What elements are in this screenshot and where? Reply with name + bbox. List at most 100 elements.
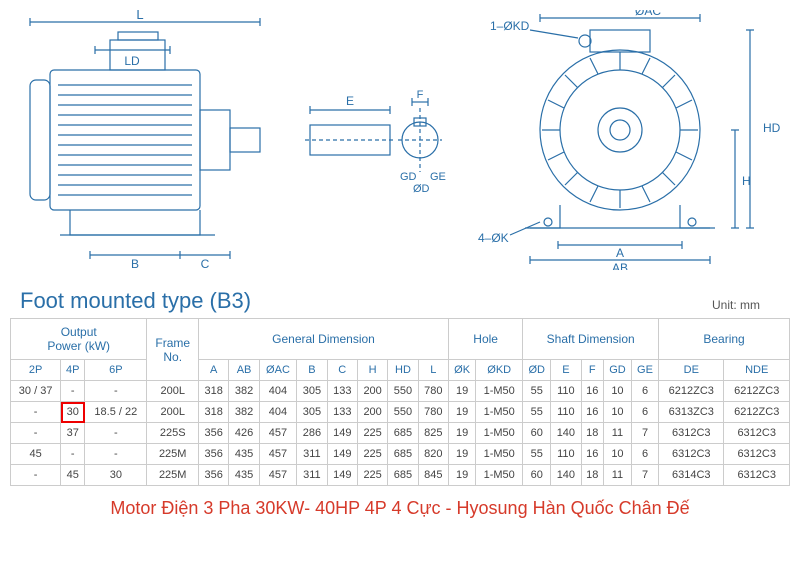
table-cell: 30 [61,402,85,423]
table-cell: 6312C3 [724,444,790,465]
table-cell: 110 [551,381,581,402]
table-cell: 19 [449,423,476,444]
product-caption: Motor Điện 3 Pha 30KW- 40HP 4P 4 Cực - H… [0,486,800,525]
table-cell: 6 [631,402,658,423]
table-col-row: 2P4P6PAABØACBCHHDLØKØKDØDEFGDGEDENDE [11,360,790,381]
table-cell: 7 [631,465,658,486]
dim-F: F [417,90,424,101]
table-col-head: AB [229,360,259,381]
table-cell: 356 [199,444,229,465]
shaft-detail-diagram: E F GD ØD GE [300,90,450,230]
table-cell: 11 [603,465,631,486]
table-col-head: L [418,360,448,381]
table-cell: 55 [523,381,551,402]
table-row: -37-225S356426457286149225685825191-M506… [11,423,790,444]
table-cell: 286 [297,423,327,444]
table-col-head: GE [631,360,658,381]
table-cell: 6313ZC3 [659,402,724,423]
table-col-head: F [581,360,603,381]
table-cell: 6314C3 [659,465,724,486]
table-cell: 435 [229,465,259,486]
dim-OK: 4–ØK [478,231,509,245]
table-col-head: B [297,360,327,381]
table-cell: 6312C3 [724,465,790,486]
table-cell: - [85,423,147,444]
table-col-head: DE [659,360,724,381]
table-cell: 311 [297,465,327,486]
table-group-head: FrameNo. [147,319,199,381]
table-cell: - [11,465,61,486]
table-cell: 30 [85,465,147,486]
table-group-row: OutputPower (kW)FrameNo.General Dimensio… [11,319,790,360]
table-cell: 225S [147,423,199,444]
table-cell: 18 [581,423,603,444]
table-cell: - [85,444,147,465]
table-cell: 1-M50 [476,381,523,402]
dim-OAC: ØAC [635,10,661,18]
table-cell: 457 [259,423,297,444]
table-cell: 225 [357,465,387,486]
table-cell: 382 [229,381,259,402]
table-col-head: H [357,360,387,381]
table-cell: - [61,381,85,402]
table-group-head: Bearing [659,319,790,360]
table-cell: 45 [61,465,85,486]
table-cell: 55 [523,444,551,465]
table-cell: 19 [449,465,476,486]
table-cell: 225 [357,444,387,465]
dim-GD: GD [400,171,417,183]
table-cell: 55 [523,402,551,423]
table-cell: 318 [199,381,229,402]
spec-table: OutputPower (kW)FrameNo.General Dimensio… [10,318,790,486]
table-cell: 457 [259,444,297,465]
table-cell: 200L [147,381,199,402]
table-cell: 60 [523,423,551,444]
dim-GE: GE [430,171,446,183]
table-cell: 685 [388,444,418,465]
table-cell: - [11,402,61,423]
table-cell: 311 [297,444,327,465]
table-cell: 149 [327,423,357,444]
table-cell: - [85,381,147,402]
front-view-diagram: ØAC 1–ØKD 4–ØK HD H A AB [470,10,780,270]
table-cell: 19 [449,402,476,423]
table-cell: 550 [388,381,418,402]
table-col-head: ØD [523,360,551,381]
dim-H: H [742,174,751,188]
table-cell: 685 [388,423,418,444]
table-cell: 6312C3 [659,444,724,465]
table-col-head: 6P [85,360,147,381]
table-cell: 780 [418,402,448,423]
table-cell: 10 [603,444,631,465]
table-cell: 11 [603,423,631,444]
table-cell: 356 [199,465,229,486]
table-cell: 16 [581,402,603,423]
dim-A: A [616,246,624,260]
table-cell: 60 [523,465,551,486]
table-col-head: ØAC [259,360,297,381]
table-cell: 10 [603,381,631,402]
table-cell: 16 [581,381,603,402]
dim-HD: HD [763,121,780,135]
table-col-head: NDE [724,360,790,381]
table-cell: 550 [388,402,418,423]
table-cell: 200L [147,402,199,423]
table-cell: 30 / 37 [11,381,61,402]
table-cell: 200 [357,381,387,402]
dim-B: B [131,257,139,270]
table-cell: 6212ZC3 [659,381,724,402]
table-cell: 318 [199,402,229,423]
table-cell: 18.5 / 22 [85,402,147,423]
engineering-diagrams: L LD B C E F GD ØD GE [0,0,800,280]
table-col-head: A [199,360,229,381]
table-cell: 426 [229,423,259,444]
table-cell: 1-M50 [476,423,523,444]
table-cell: 7 [631,423,658,444]
table-cell: 19 [449,381,476,402]
table-cell: 820 [418,444,448,465]
side-view-diagram: L LD B C [20,10,270,270]
table-cell: 305 [297,381,327,402]
table-cell: 6 [631,444,658,465]
table-cell: 149 [327,444,357,465]
table-col-head: 4P [61,360,85,381]
